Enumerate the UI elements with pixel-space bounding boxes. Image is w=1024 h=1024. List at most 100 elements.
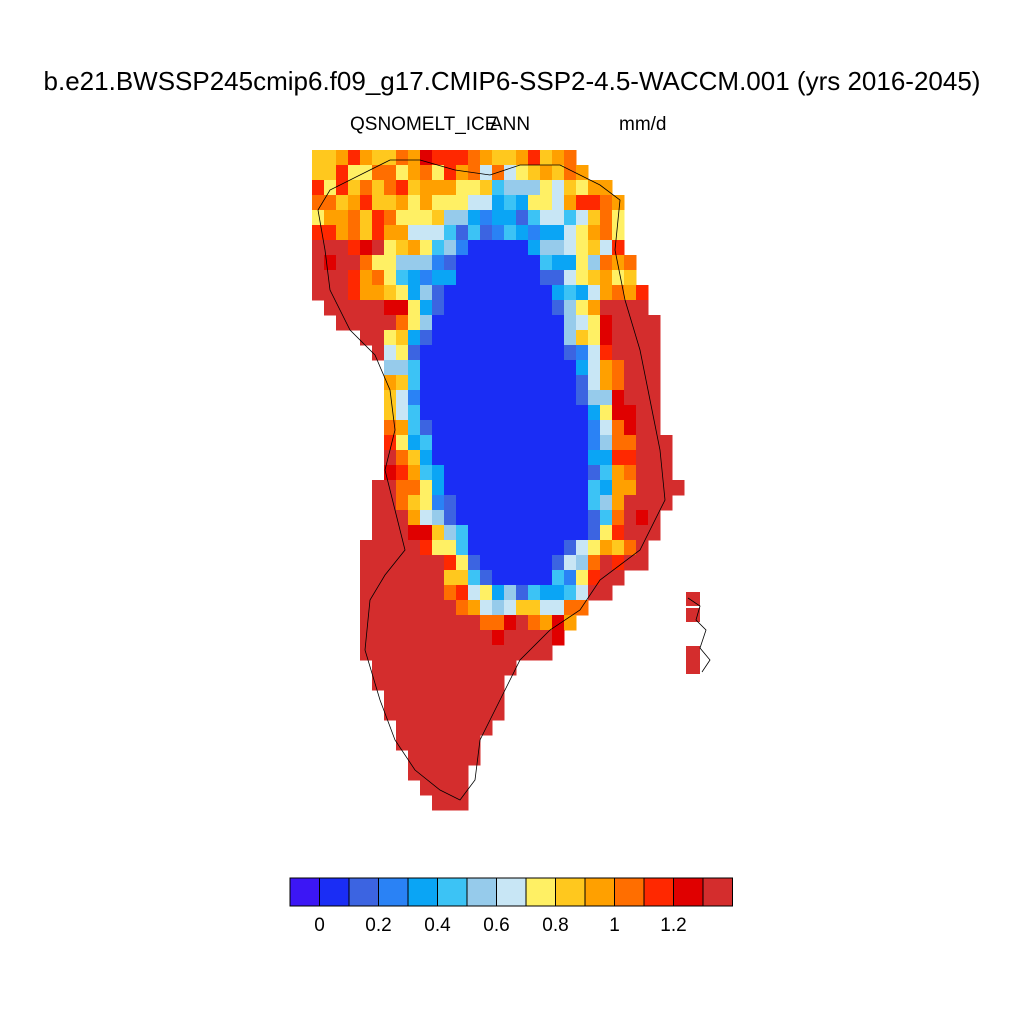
grid-cell [528,495,541,511]
grid-cell [444,210,457,226]
grid-cell [360,330,373,346]
grid-cell [600,465,613,481]
grid-cell [432,465,445,481]
grid-cell [492,270,505,286]
grid-cell [540,540,553,556]
grid-cell [456,705,469,721]
grid-cell [516,270,529,286]
grid-cell [324,225,337,241]
colorbar-box [437,877,468,907]
grid-cell [312,180,325,196]
grid-cell [492,150,505,166]
grid-cell [516,570,529,586]
grid-cell [516,420,529,436]
grid-cell [504,615,517,631]
grid-cell [612,540,625,556]
grid-cell [384,600,397,616]
grid-cell [468,270,481,286]
grid-cell [492,225,505,241]
grid-cell [528,570,541,586]
grid-cell [540,615,553,631]
grid-cell [648,330,661,346]
grid-cell [408,750,421,766]
grid-cell [456,540,469,556]
grid-cell [480,690,493,706]
grid-cell [492,525,505,541]
grid-cell [576,570,589,586]
grid-cell [528,225,541,241]
grid-cell [648,345,661,361]
grid-cell [480,330,493,346]
grid-cell [528,435,541,451]
grid-cell [372,600,385,616]
grid-cell [432,450,445,466]
grid-cell [360,585,373,601]
grid-cell [624,375,637,391]
grid-cell [492,450,505,466]
grid-cell [492,360,505,376]
grid-cell [540,315,553,331]
grid-cell [420,780,433,796]
grid-cell [420,270,433,286]
grid-cell [504,510,517,526]
grid-cell [540,240,553,256]
grid-cell [396,585,409,601]
grid-cell [384,255,397,271]
grid-cell [336,300,349,316]
grid-cell [468,315,481,331]
grid-cell [432,165,445,181]
grid-cell [432,645,445,661]
grid-cell [576,585,589,601]
grid-cell [516,150,529,166]
grid-cell [612,570,625,586]
grid-cell [636,315,649,331]
grid-cell [432,630,445,646]
grid-cell [348,240,361,256]
grid-cell [360,300,373,316]
grid-cell [396,405,409,421]
grid-cell [588,285,601,301]
grid-cell [408,375,421,391]
grid-cell [648,405,661,421]
grid-cell [456,615,469,631]
grid-cell [552,195,565,211]
grid-cell [600,225,613,241]
grid-cell [372,240,385,256]
grid-cell [432,585,445,601]
grid-cell [648,480,661,496]
grid-cell [528,330,541,346]
grid-cell [420,510,433,526]
grid-cell [396,675,409,691]
grid-cell [336,240,349,256]
grid-cell [372,540,385,556]
grid-cell [396,570,409,586]
grid-cell [396,540,409,556]
grid-cell [456,720,469,736]
grid-cell [456,675,469,691]
grid-cell [456,195,469,211]
grid-cell [600,525,613,541]
grid-cell [456,525,469,541]
grid-cell [444,780,457,796]
colorbar-tick-label: 0 [314,915,325,936]
grid-cell [588,435,601,451]
grid-cell [468,435,481,451]
grid-cell [324,150,337,166]
grid-cell [468,450,481,466]
grid-cell [504,435,517,451]
grid-cell [516,255,529,271]
grid-cell [516,330,529,346]
grid-cell [504,555,517,571]
grid-cell [576,375,589,391]
grid-cell [552,345,565,361]
grid-cell [408,630,421,646]
grid-cell [408,765,421,781]
grid-cell [588,405,601,421]
grid-cell [456,570,469,586]
grid-cell [468,615,481,631]
grid-cell [408,690,421,706]
grid-cell [420,390,433,406]
grid-cell [504,645,517,661]
grid-cell [480,210,493,226]
grid-cell [636,510,649,526]
